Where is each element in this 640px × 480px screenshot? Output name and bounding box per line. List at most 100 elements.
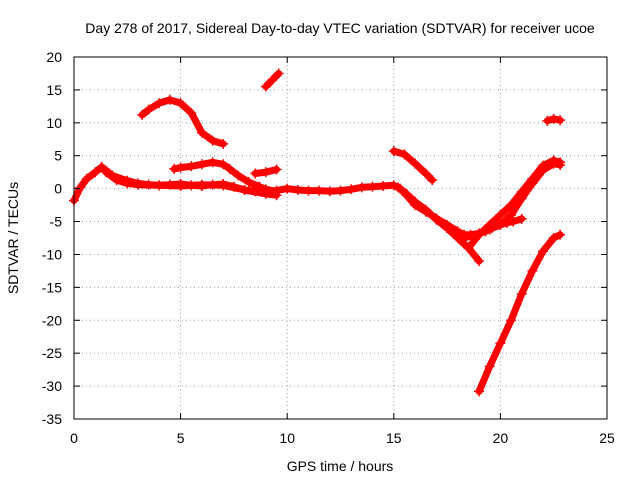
data-point xyxy=(224,163,235,174)
data-point xyxy=(474,228,485,239)
x-tick-label: 25 xyxy=(599,430,615,446)
data-point xyxy=(516,193,527,204)
data-point xyxy=(260,81,271,92)
series-arc-hump xyxy=(137,94,229,149)
data-point xyxy=(508,216,519,227)
y-tick-label: 15 xyxy=(46,82,62,98)
series-arc-lower xyxy=(100,167,282,201)
data-point xyxy=(175,98,186,109)
series-line xyxy=(138,96,227,148)
data-point xyxy=(218,180,229,191)
data-point xyxy=(346,184,357,195)
data-point xyxy=(250,168,261,179)
data-point xyxy=(506,209,517,220)
data-point xyxy=(459,233,470,243)
data-point xyxy=(132,179,143,190)
data-point xyxy=(260,184,271,195)
data-point xyxy=(420,204,431,215)
data-point xyxy=(314,185,325,196)
data-point xyxy=(90,167,101,178)
data-point xyxy=(542,115,553,126)
axis-ticks xyxy=(73,56,608,420)
data-point xyxy=(254,181,265,192)
data-point xyxy=(239,184,250,195)
y-tick-label: -35 xyxy=(42,411,62,427)
data-point xyxy=(267,75,278,86)
series-arc-top-right xyxy=(542,113,566,126)
data-point xyxy=(282,183,293,194)
data-point xyxy=(367,181,378,192)
data-point xyxy=(143,104,154,115)
data-point xyxy=(555,229,566,240)
x-tick-label: 10 xyxy=(279,430,295,446)
data-point xyxy=(292,184,303,195)
data-point xyxy=(495,219,506,230)
data-point xyxy=(548,158,559,169)
data-point xyxy=(484,224,495,235)
data-point xyxy=(548,113,559,124)
data-point xyxy=(356,182,367,193)
data-point xyxy=(506,315,517,326)
data-point xyxy=(410,196,421,207)
data-point xyxy=(111,175,122,186)
data-point xyxy=(75,182,86,193)
data-point xyxy=(474,256,485,267)
grid-lines xyxy=(74,57,607,419)
data-point xyxy=(154,180,165,191)
data-point xyxy=(431,214,442,225)
tick-labels: -35 -30 -25 -20 -15 -10 -5 0 5 10 15 20 0 5 10 15 20 25 xyxy=(42,49,615,446)
data-point xyxy=(378,181,389,192)
data-point xyxy=(442,223,453,234)
data-point xyxy=(169,163,180,174)
data-point xyxy=(218,138,229,149)
data-point xyxy=(495,338,506,349)
data-point xyxy=(96,161,107,172)
series-arc-deep xyxy=(474,229,566,397)
data-point xyxy=(527,265,538,276)
x-axis-label: GPS time / hours xyxy=(287,458,394,474)
data-point xyxy=(271,164,282,175)
data-series xyxy=(69,68,566,397)
y-tick-label: -20 xyxy=(42,312,62,328)
data-point xyxy=(207,157,218,168)
data-point xyxy=(484,361,495,372)
data-point xyxy=(260,167,271,178)
series-line xyxy=(460,160,564,242)
data-point xyxy=(233,170,244,181)
series-arc-main xyxy=(69,161,527,240)
plot-frame xyxy=(73,56,608,420)
data-point xyxy=(218,159,229,170)
data-point xyxy=(196,179,207,190)
data-point xyxy=(401,188,412,199)
data-point xyxy=(186,107,197,118)
data-point xyxy=(186,161,197,172)
data-point xyxy=(207,135,218,146)
data-point xyxy=(410,158,421,169)
y-tick-label: -30 xyxy=(42,378,62,394)
series-arc-rise-9 xyxy=(260,68,284,92)
data-point xyxy=(196,127,207,138)
series-arc-15 xyxy=(388,146,438,186)
data-point xyxy=(538,246,549,257)
x-tick-label: 20 xyxy=(493,430,509,446)
y-tick-label: 0 xyxy=(54,181,62,197)
x-tick-label: 0 xyxy=(70,430,78,446)
data-point xyxy=(154,98,165,109)
data-point xyxy=(516,288,527,299)
y-tick-label: -10 xyxy=(42,246,62,262)
data-point xyxy=(427,175,438,186)
data-point xyxy=(243,177,254,188)
data-point xyxy=(271,186,282,197)
data-point xyxy=(555,115,566,126)
data-point xyxy=(122,178,133,189)
y-axis-label: SDTVAR / TECUs xyxy=(5,182,21,294)
data-point xyxy=(548,233,559,243)
y-tick-label: -5 xyxy=(50,214,63,230)
data-point xyxy=(555,159,566,170)
data-point xyxy=(175,162,186,173)
series-arc-dip xyxy=(393,182,485,267)
y-tick-label: 20 xyxy=(46,49,62,65)
data-point xyxy=(474,386,485,397)
data-point xyxy=(420,168,431,179)
data-point xyxy=(335,185,346,196)
